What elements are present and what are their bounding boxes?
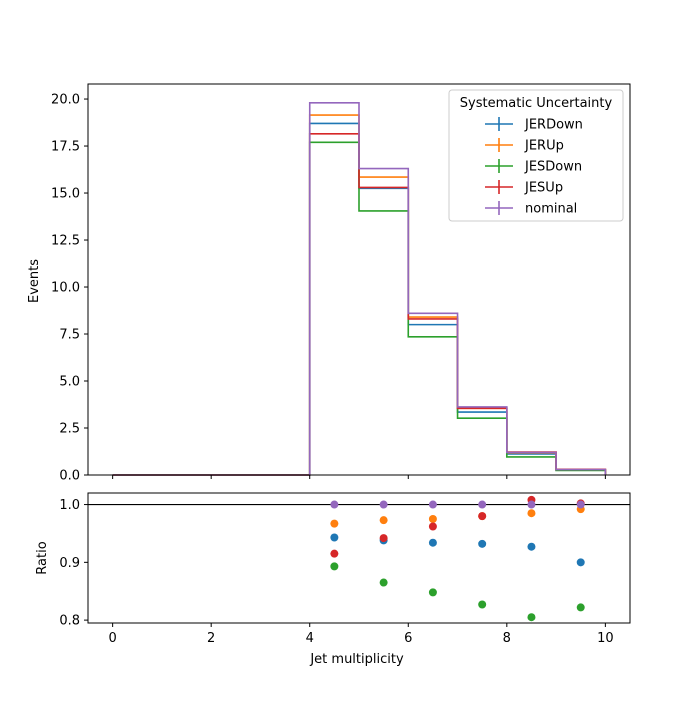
ratio-panel: 0.8 0.9 1.0 0 2 4 6 8 10 Ratio Jet multiplicity: [35, 492, 631, 667]
ratio-point-jesdown: [379, 578, 388, 587]
main-y-tick-label: 20.0: [51, 93, 80, 108]
ratio-point-nominal: [576, 500, 585, 509]
main-y-tick-label: 0.0: [59, 469, 80, 484]
ratio-axis-ticks: 0.8 0.9 1.0 0 2 4 6 8 10: [59, 498, 613, 646]
ratio-point-jesup: [330, 549, 339, 558]
ratio-point-jesdown: [527, 613, 536, 622]
x-tick-label: 6: [404, 631, 412, 646]
ratio-point-nominal: [428, 500, 437, 509]
ratio-point-jerup: [428, 515, 437, 523]
legend-label: JESDown: [524, 160, 582, 175]
x-axis-label: Jet multiplicity: [309, 652, 404, 667]
x-tick-label: 10: [597, 631, 614, 646]
ratio-y-axis-label: Ratio: [35, 541, 50, 574]
main-y-tick-label: 15.0: [51, 187, 80, 202]
ratio-point-jesup: [428, 522, 437, 531]
main-y-tick-label: 10.0: [51, 281, 80, 296]
ratio-point-jerdown: [576, 558, 585, 567]
legend-label: JERUp: [524, 139, 564, 154]
histogram-series-group: [112, 102, 607, 476]
ratio-point-jerdown: [478, 539, 487, 548]
ratio-point-jerup: [379, 516, 388, 525]
main-histogram-panel: 0.0 2.5 5.0 7.5 10.0 12.5 15.0 17.5 20.0 Events: [27, 83, 631, 484]
ratio-y-tick-label: 0.9: [59, 556, 80, 571]
ratio-point-jerup: [330, 519, 339, 528]
ratio-point-jesup: [379, 534, 388, 543]
legend-entries: JERDown JERUp JESDown JESUp nominal: [485, 117, 583, 217]
ratio-y-tick-label: 1.0: [59, 498, 80, 513]
main-axes-frame: [87, 83, 631, 476]
main-y-tick-label: 12.5: [51, 234, 80, 249]
legend: Systematic Uncertainty JERDown JERUp JESDo…: [448, 89, 624, 222]
ratio-point-jerup: [527, 509, 536, 518]
main-y-tick-label: 7.5: [59, 328, 80, 343]
ratio-point-jerdown: [330, 533, 339, 542]
main-axis-ticks: 0.0 2.5 5.0 7.5 10.0 12.5 15.0 17.5 20.0: [51, 93, 606, 484]
legend-label: JERDown: [524, 118, 583, 133]
legend-entry-jesdown: JESDown: [485, 159, 582, 175]
ratio-point-jerdown: [428, 538, 437, 547]
ratio-point-nominal: [478, 500, 487, 509]
legend-label: nominal: [525, 202, 577, 217]
series-nominal-histogram: [112, 102, 607, 476]
legend-title: Systematic Uncertainty: [460, 96, 613, 111]
ratio-point-jesdown: [576, 603, 585, 612]
legend-box: [448, 89, 624, 222]
legend-entry-jesup: JESUp: [485, 180, 563, 196]
x-tick-label: 0: [108, 631, 116, 646]
ratio-axes-frame: [87, 492, 631, 624]
x-tick-label: 2: [207, 631, 215, 646]
legend-entry-jerup: JERUp: [485, 138, 564, 154]
ratio-point-nominal: [330, 500, 339, 509]
ratio-point-jerdown: [527, 542, 536, 551]
ratio-point-nominal: [527, 500, 536, 509]
ratio-point-jesup: [478, 512, 487, 521]
legend-entry-jerdown: JERDown: [485, 117, 583, 133]
ratio-points-group: [330, 495, 585, 622]
main-y-tick-label: 2.5: [59, 422, 80, 437]
ratio-point-jesdown: [330, 562, 339, 571]
x-tick-label: 4: [306, 631, 314, 646]
ratio-y-tick-label: 0.8: [59, 614, 80, 629]
main-y-axis-label: Events: [27, 259, 42, 303]
main-y-tick-label: 5.0: [59, 375, 80, 390]
x-tick-label: 8: [503, 631, 511, 646]
ratio-point-jesdown: [478, 600, 487, 609]
legend-label: JESUp: [524, 181, 563, 196]
main-y-tick-label: 17.5: [51, 140, 80, 155]
legend-entry-nominal: nominal: [485, 201, 577, 217]
ratio-point-nominal: [379, 500, 388, 509]
ratio-point-jesdown: [428, 588, 437, 597]
